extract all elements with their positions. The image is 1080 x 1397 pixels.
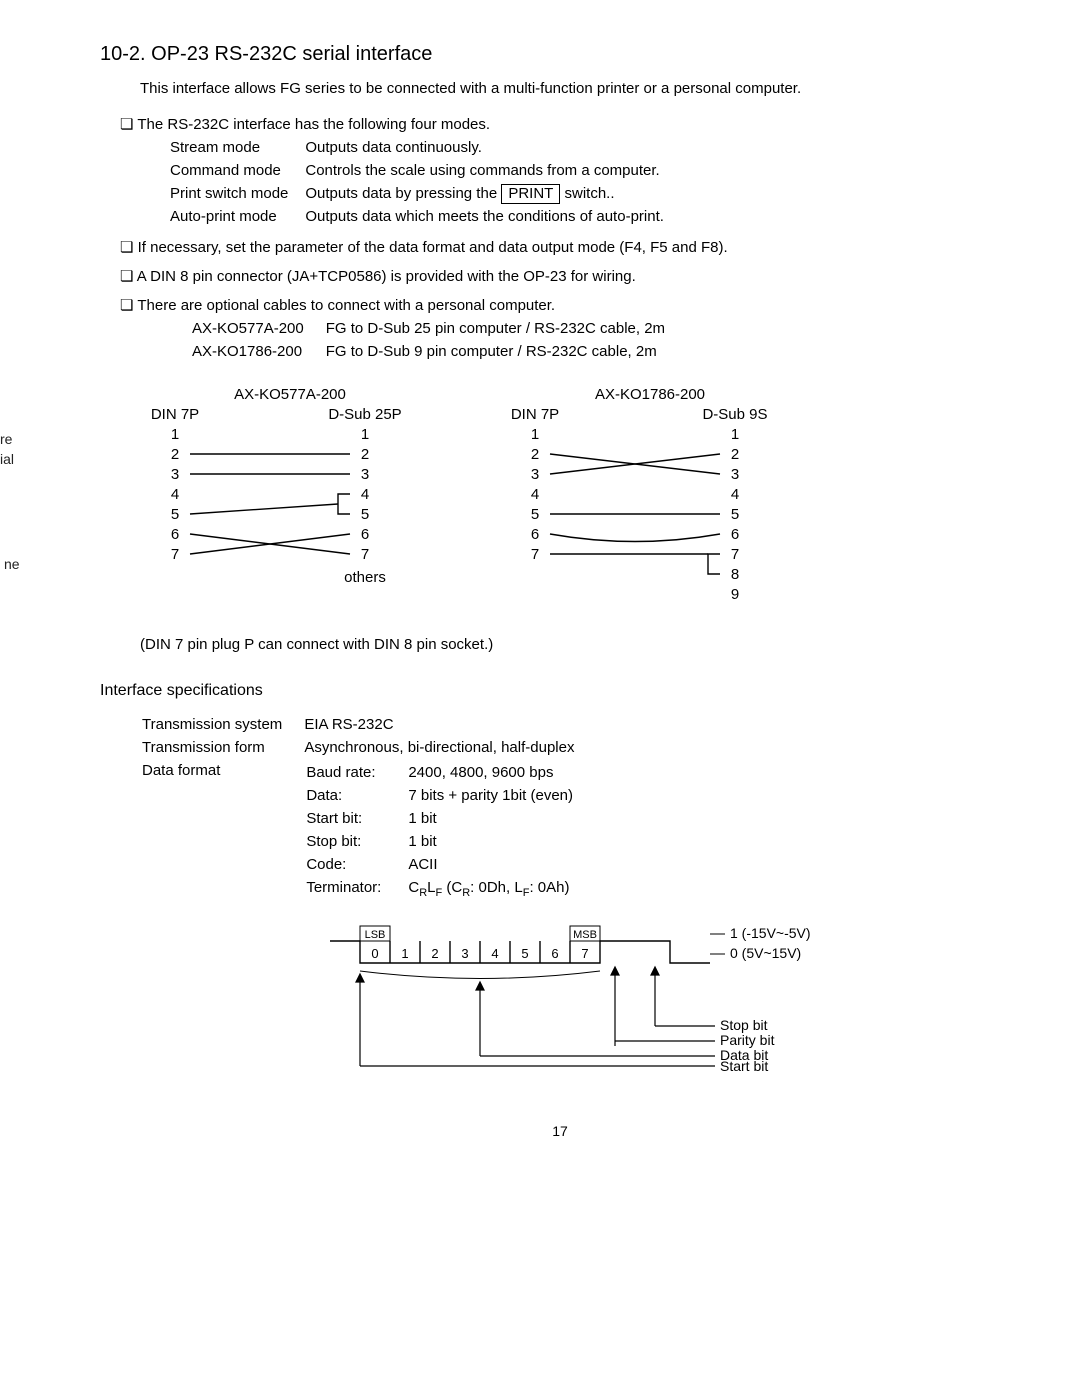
svg-text:Parity bit: Parity bit — [720, 1032, 775, 1048]
svg-text:0: 0 — [371, 946, 378, 961]
diagram-note: (DIN 7 pin plug P can connect with DIN 8… — [140, 634, 1020, 655]
svg-text:1: 1 — [401, 946, 408, 961]
svg-text:6: 6 — [551, 946, 558, 961]
svg-text:DIN 7P: DIN 7P — [511, 406, 559, 423]
svg-text:6: 6 — [171, 526, 179, 543]
svg-text:1: 1 — [171, 426, 179, 443]
interface-spec-heading: Interface specifications — [100, 680, 1020, 702]
svg-text:4: 4 — [491, 946, 498, 961]
svg-text:0 (5V~15V): 0 (5V~15V) — [730, 945, 801, 961]
svg-text:3: 3 — [531, 466, 539, 483]
svg-text:5: 5 — [731, 506, 739, 523]
svg-text:7: 7 — [361, 546, 369, 563]
page-number: 17 — [100, 1122, 1020, 1142]
svg-text:7: 7 — [731, 546, 739, 563]
svg-text:2: 2 — [731, 446, 739, 463]
data-frame-diagram: LSB MSB 0 1 2 3 4 5 6 7 1 (-15V~-5V) 0 (… — [320, 916, 880, 1076]
print-key: PRINT — [501, 184, 560, 204]
section-title: 10-2. OP-23 RS-232C serial interface — [100, 40, 1020, 68]
svg-text:1 (-15V~-5V): 1 (-15V~-5V) — [730, 925, 811, 941]
bullet-cables: ❏ There are optional cables to connect w… — [120, 295, 1020, 364]
svg-text:Stop bit: Stop bit — [720, 1017, 768, 1033]
cable-diagram-1: AX-KO577A-200 DIN 7P D-Sub 25P 1 2 3 4 5… — [140, 384, 440, 604]
svg-text:9: 9 — [731, 586, 739, 603]
svg-text:1: 1 — [731, 426, 739, 443]
svg-text:4: 4 — [171, 486, 179, 503]
svg-text:others: others — [344, 569, 386, 586]
svg-text:7: 7 — [531, 546, 539, 563]
bullet-din-connector: ❏ A DIN 8 pin connector (JA+TCP0586) is … — [120, 266, 1020, 287]
svg-text:1: 1 — [361, 426, 369, 443]
svg-text:7: 7 — [171, 546, 179, 563]
bullet-parameter: ❏ If necessary, set the parameter of the… — [120, 237, 1020, 258]
svg-text:5: 5 — [361, 506, 369, 523]
intro-paragraph: This interface allows FG series to be co… — [140, 78, 1020, 99]
svg-text:2: 2 — [531, 446, 539, 463]
svg-text:6: 6 — [361, 526, 369, 543]
cable-diagram-2: AX-KO1786-200 DIN 7P D-Sub 9S 1 2 3 4 5 … — [500, 384, 800, 624]
svg-text:5: 5 — [171, 506, 179, 523]
svg-text:D-Sub 25P: D-Sub 25P — [328, 406, 401, 423]
svg-text:4: 4 — [731, 486, 739, 503]
cable-table: AX-KO577A-200FG to D-Sub 25 pin computer… — [190, 316, 687, 364]
svg-text:5: 5 — [531, 506, 539, 523]
modes-table: Stream modeOutputs data continuously. Co… — [168, 135, 681, 229]
svg-text:2: 2 — [171, 446, 179, 463]
svg-text:8: 8 — [731, 566, 739, 583]
svg-text:3: 3 — [461, 946, 468, 961]
svg-text:3: 3 — [361, 466, 369, 483]
cut-off-margin-text-2: ne — [4, 555, 20, 575]
svg-text:Start bit: Start bit — [720, 1058, 768, 1074]
svg-text:7: 7 — [581, 946, 588, 961]
svg-text:MSB: MSB — [573, 929, 597, 941]
svg-text:5: 5 — [521, 946, 528, 961]
svg-text:6: 6 — [731, 526, 739, 543]
svg-text:D-Sub 9S: D-Sub 9S — [702, 406, 767, 423]
svg-text:4: 4 — [531, 486, 539, 503]
svg-text:3: 3 — [171, 466, 179, 483]
interface-spec-table: Transmission systemEIA RS-232C Transmiss… — [140, 712, 622, 905]
svg-text:1: 1 — [531, 426, 539, 443]
svg-text:6: 6 — [531, 526, 539, 543]
svg-text:4: 4 — [361, 486, 369, 503]
svg-text:3: 3 — [731, 466, 739, 483]
svg-text:2: 2 — [431, 946, 438, 961]
cut-off-margin-text: re ial — [0, 430, 14, 469]
terminator-value: CRLF (CR: 0Dh, LF: 0Ah) — [408, 877, 598, 901]
svg-text:AX-KO577A-200: AX-KO577A-200 — [234, 386, 346, 403]
svg-text:2: 2 — [361, 446, 369, 463]
svg-text:DIN 7P: DIN 7P — [151, 406, 199, 423]
svg-text:LSB: LSB — [365, 929, 386, 941]
svg-text:AX-KO1786-200: AX-KO1786-200 — [595, 386, 705, 403]
bullet-modes: ❏ The RS-232C interface has the followin… — [120, 114, 1020, 229]
